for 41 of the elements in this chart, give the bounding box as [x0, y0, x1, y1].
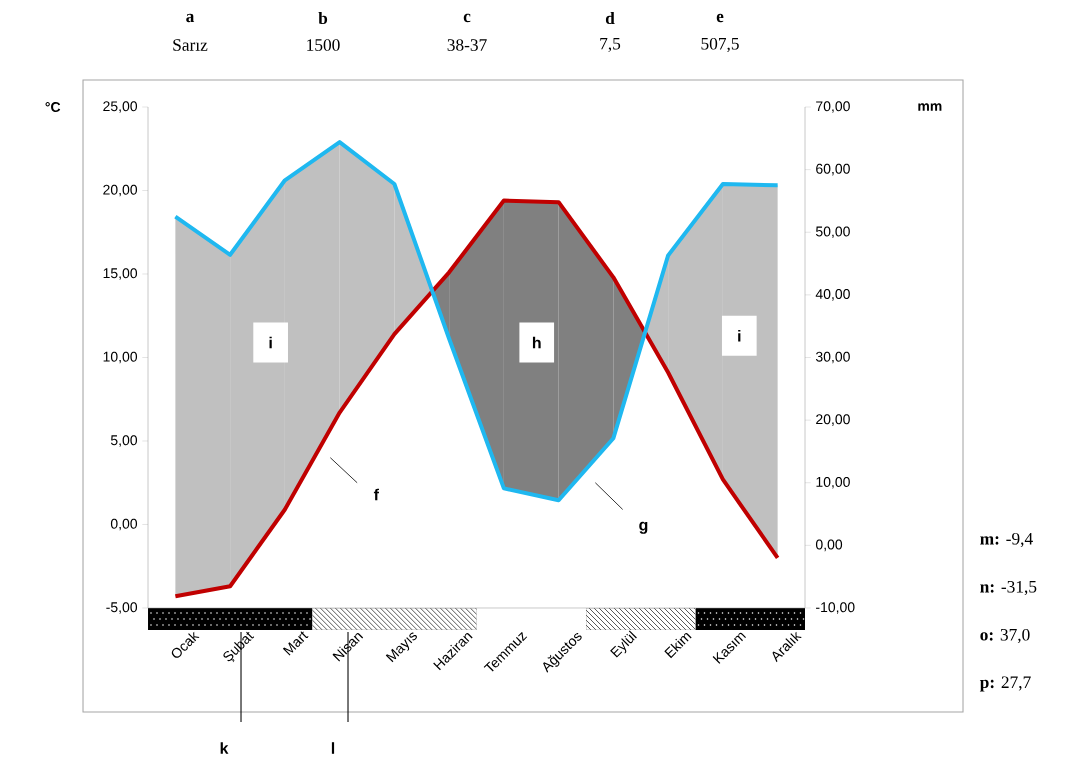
text: 507,5 [701, 37, 739, 53]
y-tick-label: 25,00 [103, 101, 138, 113]
y2-tick-label: -10,00 [816, 602, 855, 614]
annotation: i [269, 336, 272, 349]
annotation: h [532, 336, 541, 349]
y2-axis-title: mm [918, 103, 942, 111]
line-series [173, 140, 780, 503]
y-tick-label: -5,00 [106, 602, 138, 614]
text: m: -9,4 [980, 532, 1033, 548]
text: p: 27,7 [979, 676, 1031, 692]
text: n: -31,5 [980, 580, 1037, 596]
text: b [318, 11, 328, 25]
y-axis-title: °C [45, 102, 61, 112]
text: 1500 [307, 39, 340, 51]
text: 7,5 [600, 37, 621, 53]
y2-tick-label: 20,00 [816, 414, 850, 426]
y-tick-label: 0,00 [110, 518, 138, 531]
text: Sarız [173, 39, 208, 51]
y2-tick-label: 60,00 [816, 163, 850, 176]
text: d [605, 11, 615, 25]
text: 38-37 [447, 39, 487, 51]
annotation: f [373, 488, 379, 501]
text: e [716, 13, 724, 23]
y2-tick-label: 10,00 [816, 476, 850, 489]
y-tick-label: 10,00 [103, 351, 138, 364]
y2-tick-label: 50,00 [815, 226, 850, 239]
annotation: g [639, 521, 648, 534]
text: k [220, 742, 229, 754]
line-series [173, 198, 780, 599]
text: c [463, 13, 471, 23]
y2-tick-label: 70,00 [816, 101, 850, 113]
y2-tick-label: 40,00 [815, 289, 850, 301]
y2-tick-label: 0,00 [815, 539, 843, 552]
text: o: 37,0 [980, 628, 1030, 644]
annotation: i [738, 330, 741, 342]
y-tick-label: 5,00 [110, 435, 138, 447]
y-tick-label: 20,00 [103, 184, 138, 197]
y2-tick-label: 30,00 [815, 351, 850, 364]
text: l [331, 742, 335, 754]
y-tick-label: 15,00 [103, 268, 138, 280]
text: a [186, 13, 195, 23]
